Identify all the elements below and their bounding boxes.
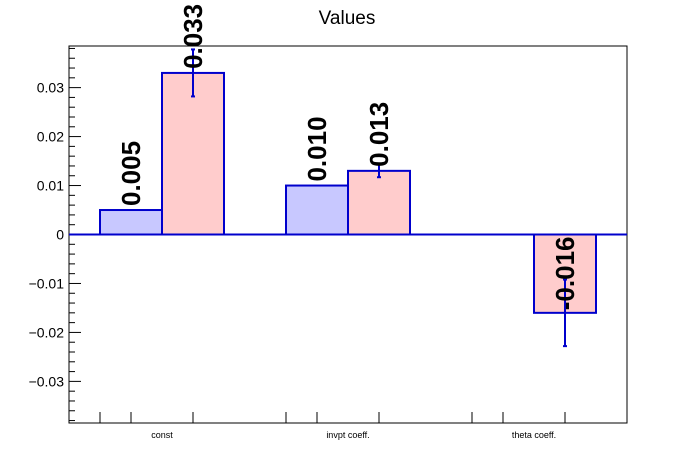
bar bbox=[285, 184, 349, 236]
y-tick-label: −0.01 bbox=[29, 275, 65, 291]
x-tick-label: const bbox=[151, 430, 173, 440]
bar bbox=[161, 71, 225, 236]
data-label: 0.013 bbox=[364, 102, 394, 167]
data-labels: 0.005 0.010 0.033 0.013 -0.016 bbox=[116, 4, 580, 310]
y-tick-label: −0.02 bbox=[29, 324, 65, 340]
bars bbox=[99, 71, 597, 314]
y-tick-label: 0.03 bbox=[37, 80, 64, 96]
y-tick-label: 0.01 bbox=[37, 178, 64, 194]
x-tick-label: theta coeff. bbox=[512, 430, 556, 440]
error-bars bbox=[191, 48, 567, 348]
data-label: 0.010 bbox=[302, 116, 332, 181]
data-label: 0.033 bbox=[178, 4, 208, 69]
y-tick-label: 0 bbox=[56, 227, 64, 243]
chart-title: Values bbox=[319, 8, 376, 29]
data-label: 0.005 bbox=[116, 141, 146, 206]
bar bbox=[99, 209, 163, 236]
y-tick-label: −0.03 bbox=[29, 373, 65, 389]
x-tick-label: invpt coeff. bbox=[326, 430, 369, 440]
y-tick-label: 0.02 bbox=[37, 129, 64, 145]
data-label: -0.016 bbox=[550, 237, 580, 311]
x-axis: const invpt coeff. theta coeff. bbox=[99, 412, 566, 440]
bar bbox=[347, 169, 411, 236]
y-axis: −0.03 −0.02 −0.01 0 0.01 0.02 0.03 bbox=[29, 47, 81, 422]
